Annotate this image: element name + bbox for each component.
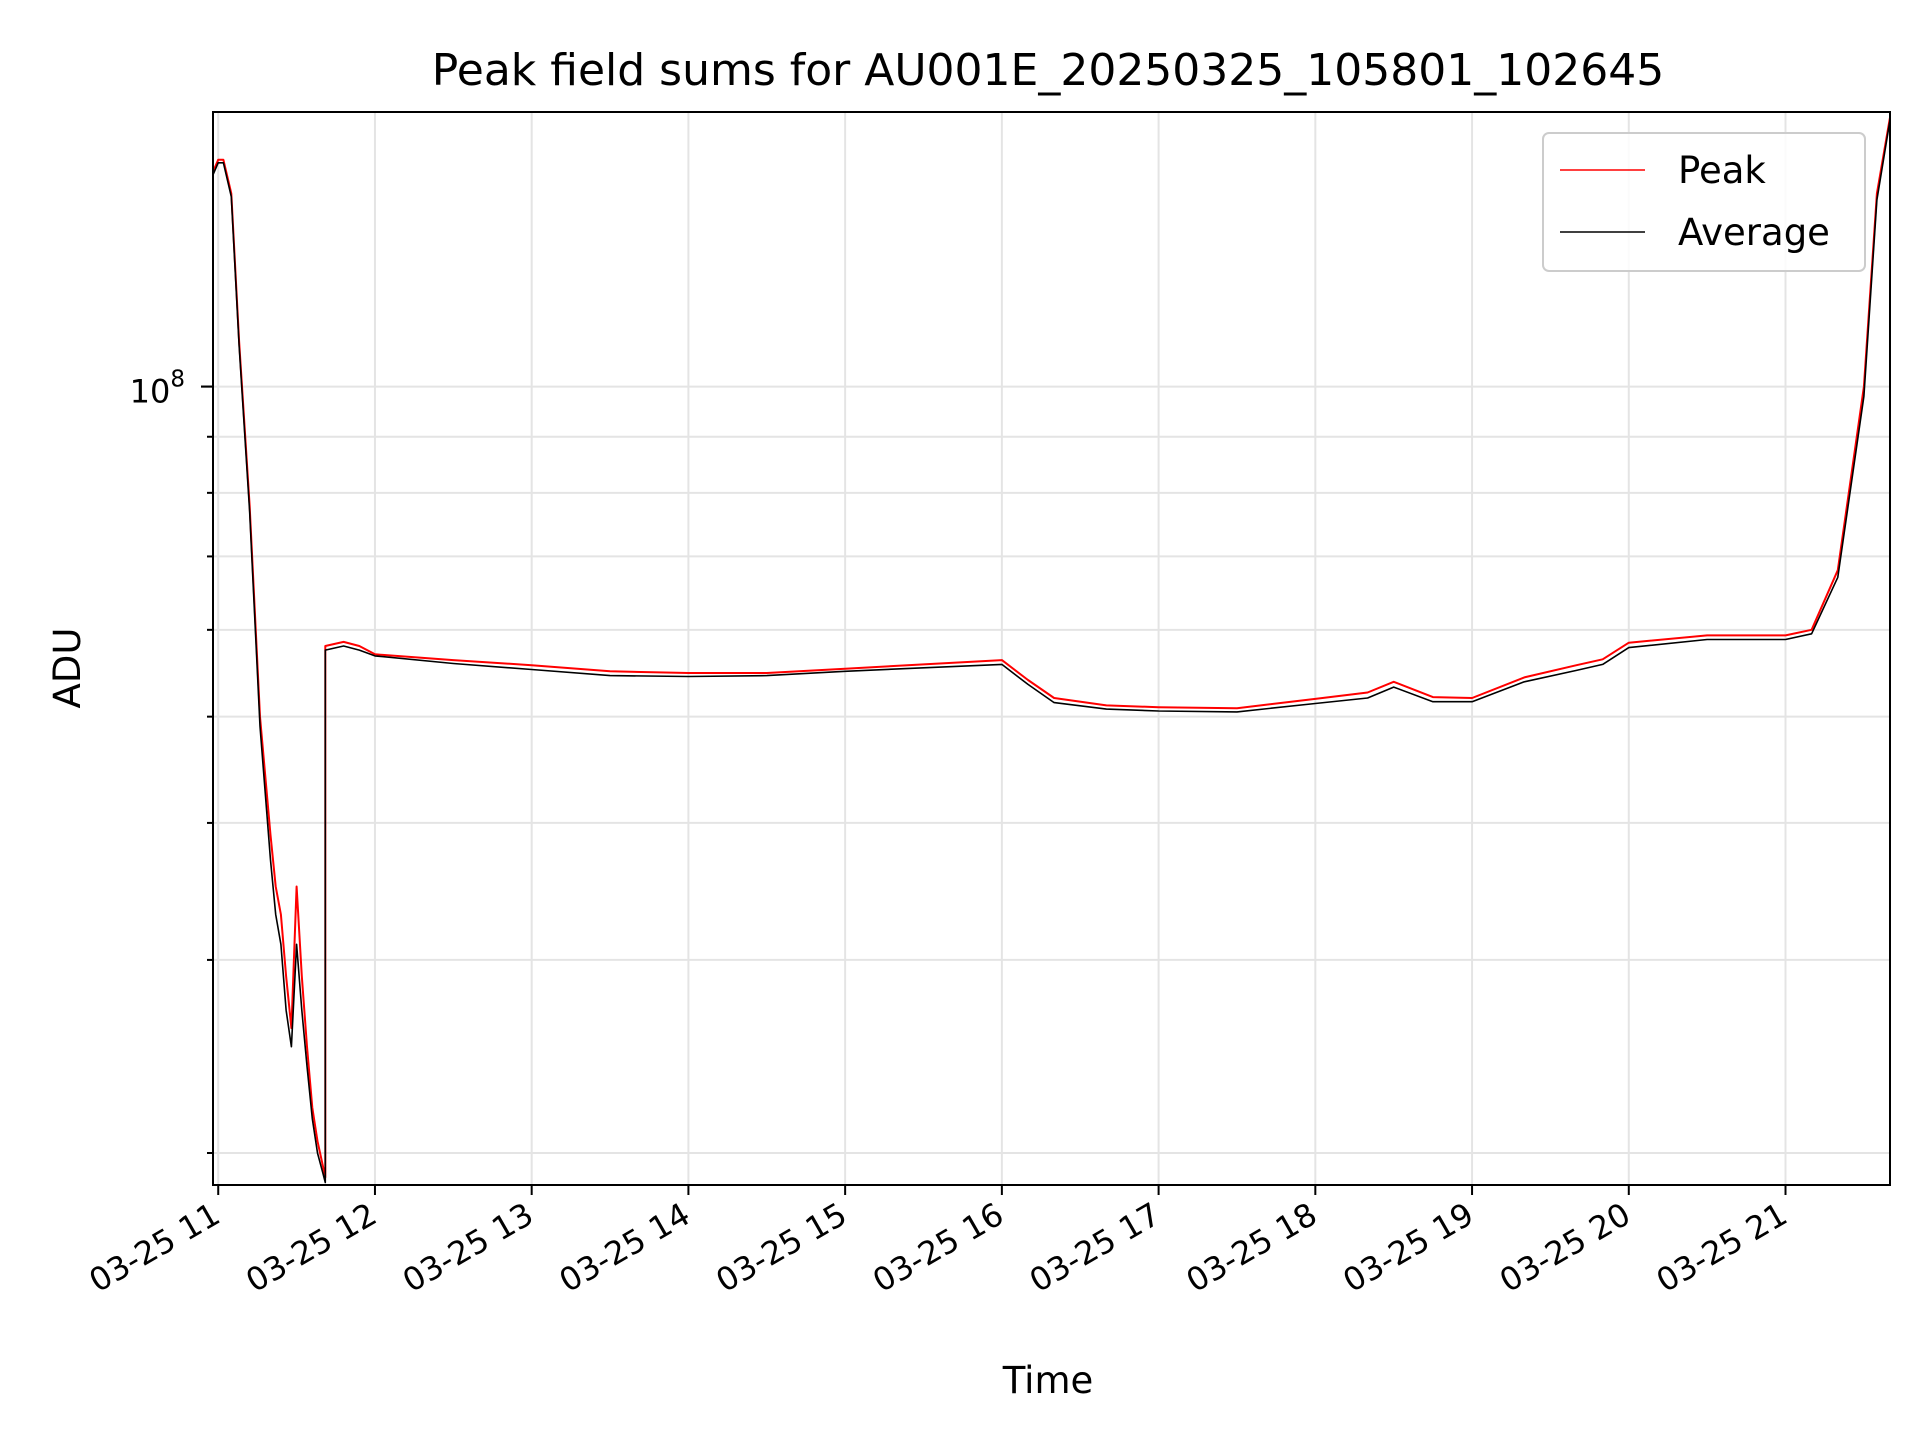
legend-label-peak: Peak bbox=[1678, 149, 1766, 192]
plot-frame bbox=[212, 111, 1891, 1186]
x-axis-label: Time bbox=[1002, 1359, 1094, 1402]
legend-label-average: Average bbox=[1678, 211, 1830, 254]
series-line-average bbox=[212, 119, 1891, 1184]
y-ticks: 108 bbox=[130, 367, 213, 1154]
chart-title: Peak field sums for AU001E_20250325_1058… bbox=[432, 45, 1664, 96]
legend-box bbox=[1542, 132, 1866, 272]
series-layer bbox=[212, 117, 1891, 1184]
y-tick-label: 108 bbox=[130, 367, 185, 411]
series-line-peak bbox=[212, 117, 1891, 1179]
legend: Peak Average bbox=[1542, 132, 1866, 272]
y-axis-label: ADU bbox=[46, 628, 89, 709]
